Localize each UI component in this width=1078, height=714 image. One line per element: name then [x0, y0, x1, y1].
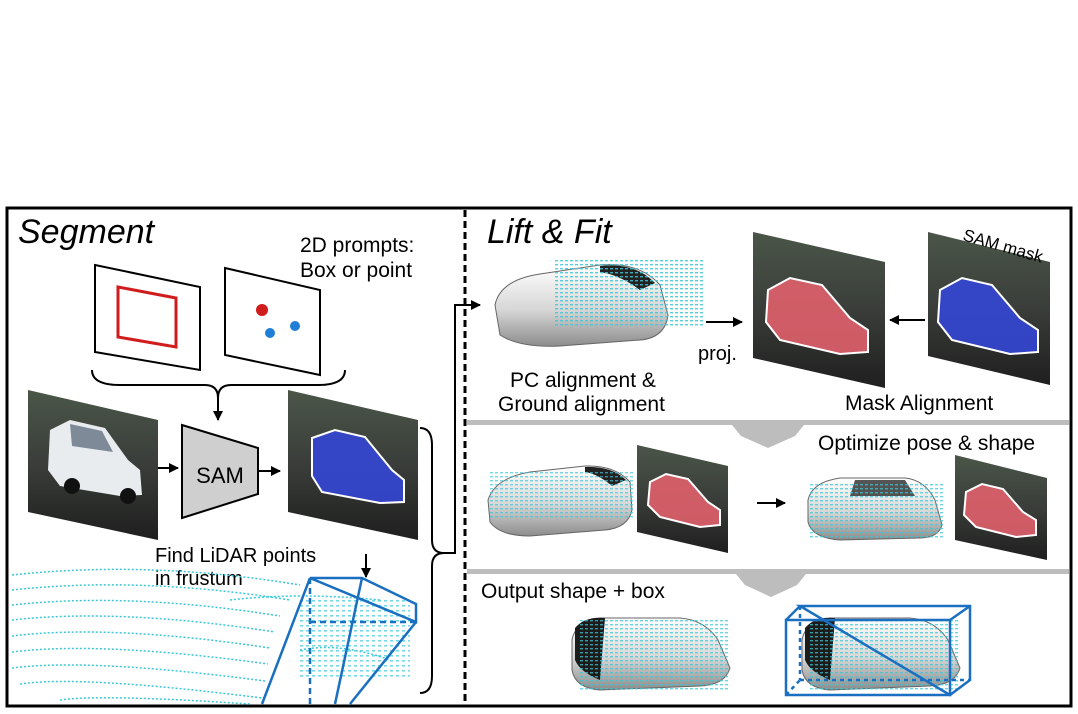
separator-2: [467, 569, 1069, 574]
car-mesh-icon: [571, 617, 731, 691]
output-label: Output shape + box: [481, 580, 665, 603]
bounding-box-icon: [784, 604, 972, 697]
lift-fit-title: Lift & Fit: [487, 213, 613, 251]
optimize-mask-image-2: [955, 455, 1047, 560]
sam-mask-image: [928, 232, 1050, 385]
prompts-label-2: Box or point: [300, 259, 412, 282]
point-prompt-icon: [224, 266, 321, 377]
car-mesh-icon: [807, 477, 943, 541]
frustum-icon: [260, 576, 418, 705]
optimize-mask-image-1: [637, 445, 728, 553]
brace-icon: [91, 369, 346, 399]
car-mesh-icon: [487, 465, 633, 537]
pc-align-label-2: Ground alignment: [498, 393, 665, 416]
sam-label: SAM: [196, 463, 244, 488]
connector-arrow-icon: [444, 300, 481, 554]
down-arrow-icon: [736, 574, 806, 597]
prompts-label-1: 2D prompts:: [300, 234, 414, 257]
down-arrow-icon: [732, 425, 804, 448]
optimize-label: Optimize pose & shape: [818, 432, 1035, 455]
box-prompt-icon: [94, 263, 201, 372]
input-image: [28, 390, 158, 540]
outer-frame: [5, 206, 1073, 708]
mask-alignment-label: Mask Alignment: [845, 392, 993, 415]
sam-output-image: [288, 390, 418, 540]
sam-encoder-icon: SAM: [181, 423, 259, 520]
segment-title: Segment: [18, 213, 156, 251]
pc-align-label-1: PC alignment &: [510, 369, 656, 392]
car-mesh-icon: [494, 258, 705, 347]
lidar-label-2: in frustum: [155, 568, 243, 590]
proj-label: proj.: [698, 343, 737, 365]
separator-1: [467, 420, 1069, 425]
brace-icon: [419, 427, 445, 694]
mask-align-image: [753, 232, 885, 388]
lidar-label-1: Find LiDAR points: [155, 545, 316, 567]
